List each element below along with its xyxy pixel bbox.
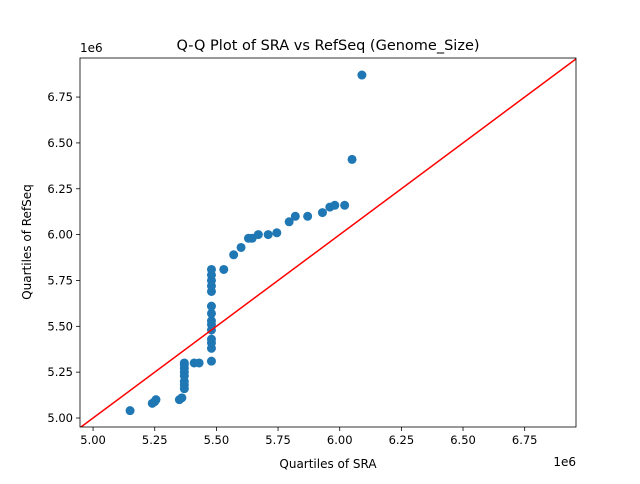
data-point <box>340 200 350 210</box>
data-point <box>317 208 327 218</box>
y-axis-label: Quartiles of RefSeq <box>20 184 34 300</box>
data-point <box>272 228 282 238</box>
y-tick-label: 6.25 <box>47 182 73 196</box>
data-point <box>206 264 216 274</box>
data-point <box>236 242 246 252</box>
data-point <box>179 358 189 368</box>
y-tick-label: 6.00 <box>47 228 73 242</box>
data-point <box>330 200 340 210</box>
data-point <box>290 211 300 221</box>
data-point <box>206 334 216 344</box>
chart-title: Q-Q Plot of SRA vs RefSeq (Genome_Size) <box>176 38 479 54</box>
data-point <box>206 356 216 366</box>
y-tick-label: 5.25 <box>47 365 73 379</box>
y-tick-label: 5.50 <box>47 319 73 333</box>
data-point <box>177 393 187 403</box>
y-offset-label: 1e6 <box>80 41 103 55</box>
data-point <box>194 358 204 368</box>
x-tick-label: 6.25 <box>389 433 415 447</box>
x-tick-label: 5.25 <box>142 433 168 447</box>
x-tick-label: 6.50 <box>450 433 476 447</box>
x-tick-label: 6.00 <box>327 433 353 447</box>
y-tick-label: 5.75 <box>47 273 73 287</box>
x-axis-label: Quartiles of SRA <box>279 457 377 471</box>
data-point <box>347 154 357 164</box>
x-tick-label: 5.00 <box>80 433 106 447</box>
y-tick-label: 6.50 <box>47 136 73 150</box>
data-point <box>206 316 216 326</box>
x-tick-label: 5.75 <box>265 433 291 447</box>
data-point <box>284 217 294 227</box>
data-point <box>357 70 367 80</box>
reference-line-y-equals-x <box>80 58 576 427</box>
data-point <box>303 211 313 221</box>
x-offset-label: 1e6 <box>553 455 576 469</box>
data-point <box>263 230 273 240</box>
data-point <box>253 230 263 240</box>
x-tick-label: 6.75 <box>512 433 538 447</box>
data-point <box>229 250 239 260</box>
y-tick-label: 5.00 <box>47 411 73 425</box>
data-point <box>219 264 229 274</box>
data-point <box>151 395 161 405</box>
data-point <box>206 308 216 318</box>
y-tick-label: 6.75 <box>47 90 73 104</box>
data-point <box>206 301 216 311</box>
data-point <box>125 406 135 416</box>
plot-frame <box>79 57 577 428</box>
x-tick-label: 5.50 <box>204 433 230 447</box>
